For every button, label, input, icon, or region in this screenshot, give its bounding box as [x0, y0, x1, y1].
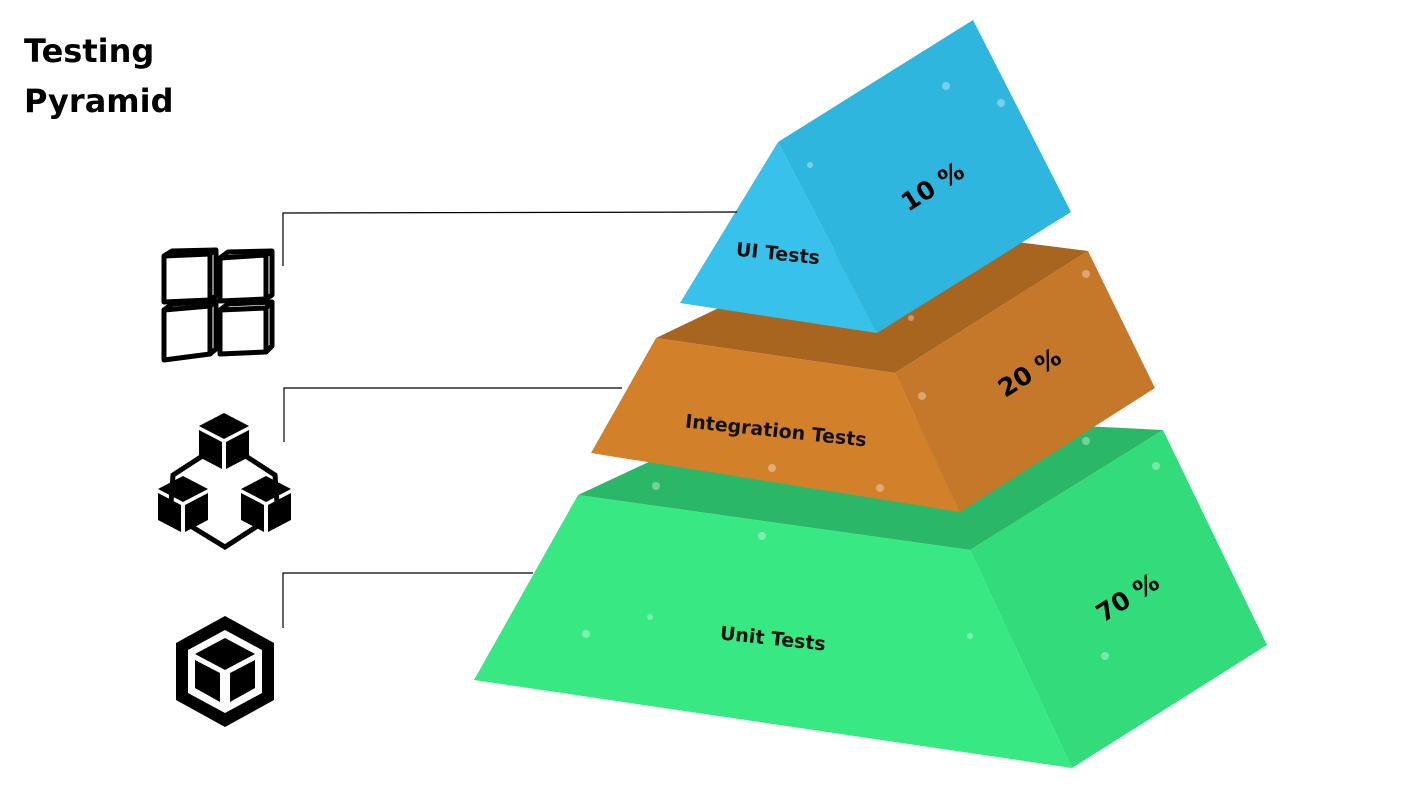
ui-layer-front-face	[680, 142, 877, 333]
sparkle	[582, 630, 590, 638]
sparkle	[967, 633, 973, 639]
sparkle	[918, 392, 926, 400]
layer-ui: UI Tests 10 %	[680, 20, 1071, 333]
unit-layer-front-face	[474, 495, 1072, 768]
sparkle	[758, 532, 766, 540]
integration-layer-front-face	[591, 338, 960, 512]
connected-cubes-icon	[158, 413, 291, 550]
sparkles	[582, 82, 1160, 660]
sparkle	[768, 464, 776, 472]
sparkle	[807, 162, 813, 168]
ui-connector-line	[282, 211, 738, 266]
unit-layer-side-face	[970, 430, 1267, 768]
sparkle	[1152, 462, 1160, 470]
sparkle	[942, 82, 950, 90]
sparkle	[1082, 437, 1090, 445]
sparkle	[997, 99, 1005, 107]
sparkle	[908, 315, 914, 321]
sparkle	[876, 484, 884, 492]
ui-layer-back-face	[778, 20, 1071, 333]
integration-layer-side-face	[895, 251, 1155, 512]
sparkle	[652, 482, 660, 490]
title-line-2: Pyramid	[24, 82, 174, 120]
sparkle	[1101, 652, 1109, 660]
sparkle	[647, 614, 653, 620]
sparkle	[1082, 270, 1090, 278]
single-cube-icon	[176, 616, 274, 727]
unit-connector-line	[282, 572, 533, 628]
grid-cubes-icon	[161, 247, 275, 363]
title-line-1: Testing	[24, 32, 154, 70]
integration-connector-line	[283, 387, 622, 442]
